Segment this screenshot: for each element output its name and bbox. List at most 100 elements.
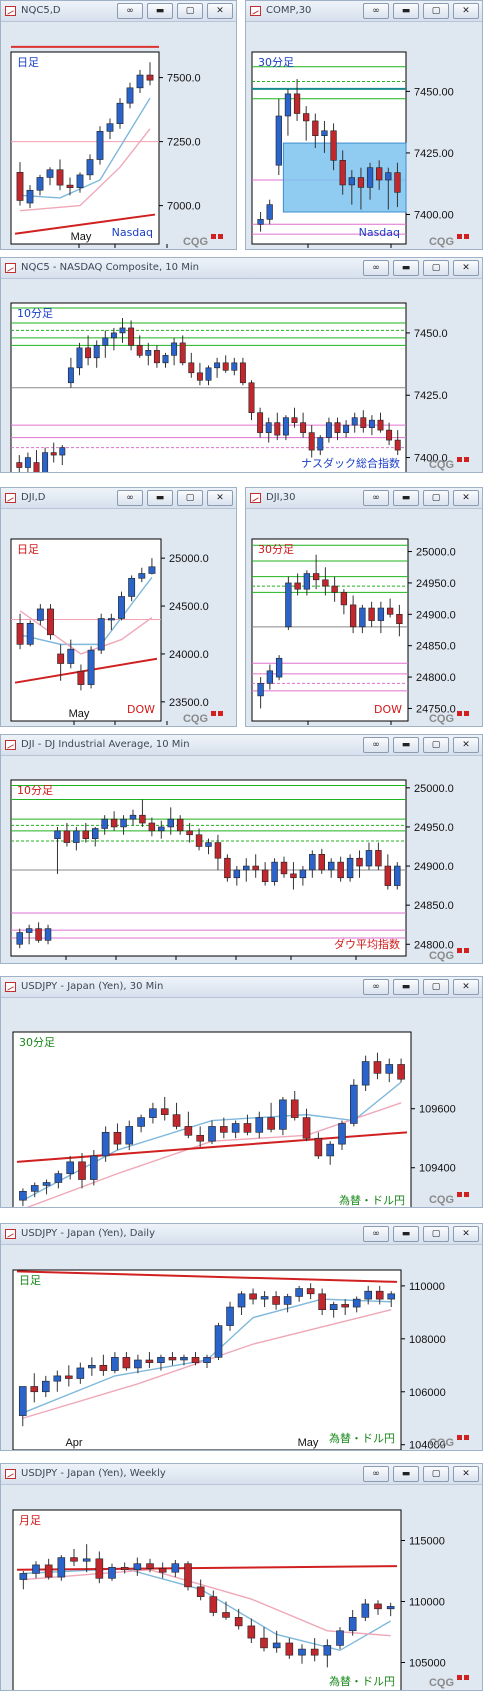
close-button[interactable]: ✕ (207, 490, 233, 506)
chart-window-nq10[interactable]: NQC5 - NASDAQ Composite, 10 Min ∞ ▬ ▢ ✕ 7450.… (0, 257, 483, 473)
link-button[interactable]: ∞ (363, 979, 389, 995)
maximize-button[interactable]: ▢ (423, 260, 449, 276)
y-tick-label: 24850.0 (414, 900, 454, 912)
title-bar[interactable]: DJI - DJ Industrial Average, 10 Min ∞ ▬ ▢ ✕ (1, 735, 482, 756)
y-tick-label: 24800.0 (414, 939, 454, 951)
link-button[interactable]: ∞ (363, 3, 389, 19)
link-icon: ∞ (372, 262, 380, 273)
title-bar[interactable]: USDJPY - Japan (Yen), 30 Min ∞ ▬ ▢ ✕ (1, 977, 482, 998)
candle (349, 604, 357, 628)
candle (284, 93, 292, 117)
chart-window-usdd[interactable]: USDJPY - Japan (Yen), Daily ∞ ▬ ▢ ✕ 110000 108… (0, 1223, 483, 1451)
close-button[interactable]: ✕ (453, 260, 479, 276)
candle (293, 93, 301, 114)
close-icon: ✕ (216, 5, 224, 16)
candle (231, 362, 238, 371)
title-bar[interactable]: NQC5 - NASDAQ Composite, 10 Min ∞ ▬ ▢ ✕ (1, 258, 482, 279)
close-button[interactable]: ✕ (453, 490, 479, 506)
link-button[interactable]: ∞ (363, 737, 389, 753)
candle (107, 618, 115, 621)
candle (136, 345, 143, 356)
y-tick-label: 24900.0 (414, 861, 454, 873)
title-bar[interactable]: DJI,30 ∞ ▬ ▢ ✕ (246, 488, 482, 509)
candle (385, 172, 392, 181)
candle (66, 184, 74, 188)
trend-line (14, 657, 158, 684)
candle (24, 457, 31, 468)
chart-window-usd30[interactable]: USDJPY - Japan (Yen), 30 Min ∞ ▬ ▢ ✕ 109600 10… (0, 976, 483, 1208)
candle (214, 362, 221, 369)
plot-area[interactable] (10, 538, 162, 722)
close-button[interactable]: ✕ (453, 979, 479, 995)
candle (76, 1367, 85, 1379)
instrument-name: 為替・ドル円 (329, 1431, 395, 1445)
maximize-button[interactable]: ▢ (177, 3, 203, 19)
close-button[interactable]: ✕ (207, 3, 233, 19)
plot-area[interactable] (251, 538, 409, 722)
candle (312, 120, 319, 136)
close-button[interactable]: ✕ (453, 737, 479, 753)
minimize-button[interactable]: ▬ (393, 1226, 419, 1242)
close-button[interactable]: ✕ (453, 1466, 479, 1482)
minimize-button[interactable]: ▬ (147, 490, 173, 506)
candle (134, 1359, 142, 1369)
candle (208, 1126, 216, 1142)
candle (162, 355, 169, 364)
candle (266, 670, 274, 684)
x-tick-label: 14-22:30 (44, 962, 87, 964)
candle (257, 219, 264, 225)
link-button[interactable]: ∞ (363, 260, 389, 276)
minimize-button[interactable]: ▬ (393, 3, 419, 19)
close-button[interactable]: ✕ (453, 1226, 479, 1242)
title-bar[interactable]: USDJPY - Japan (Yen), Daily ∞ ▬ ▢ ✕ (1, 1224, 482, 1245)
chart-window-comp[interactable]: COMP,30∞▬▢✕7450.007425.007400.0014-22:30… (245, 0, 483, 250)
chart-window-nq_d[interactable]: NQC5,D∞▬▢✕7500.07250.07000.0010714May日足N… (0, 0, 237, 250)
candle (102, 337, 109, 346)
candle (322, 579, 329, 587)
maximize-button[interactable]: ▢ (423, 490, 449, 506)
maximize-button[interactable]: ▢ (423, 3, 449, 19)
candle (361, 1603, 370, 1618)
candle (171, 1563, 180, 1573)
maximize-button[interactable]: ▢ (423, 737, 449, 753)
y-tick-label: 106000 (409, 1387, 446, 1399)
y-tick-label: 110000 (409, 1281, 445, 1293)
chart-window-dji30[interactable]: DJI,30 ∞ ▬ ▢ ✕ 25000.0 24950.0 24900.0 24850.0 24… (245, 487, 483, 727)
minimize-button[interactable]: ▬ (393, 737, 419, 753)
link-button[interactable]: ∞ (117, 3, 143, 19)
title-bar[interactable]: COMP,30 ∞ ▬ ▢ ✕ (246, 1, 482, 22)
maximize-button[interactable]: ▢ (177, 490, 203, 506)
plot-area[interactable] (12, 1509, 402, 1691)
link-button[interactable]: ∞ (363, 1466, 389, 1482)
link-button[interactable]: ∞ (363, 490, 389, 506)
plot-area[interactable] (10, 779, 407, 957)
moving-average-line (22, 1298, 392, 1414)
minimize-button[interactable]: ▬ (393, 1466, 419, 1482)
candle (171, 342, 178, 356)
minimize-button[interactable]: ▬ (393, 260, 419, 276)
title-bar[interactable]: DJI,D ∞ ▬ ▢ ✕ (1, 488, 236, 509)
close-button[interactable]: ✕ (453, 3, 479, 19)
candle (184, 1563, 192, 1588)
candle (120, 1567, 129, 1571)
candle (129, 814, 137, 820)
link-button[interactable]: ∞ (363, 1226, 389, 1242)
title-bar[interactable]: NQC5,D ∞ ▬ ▢ ✕ (1, 1, 236, 22)
candle (255, 1117, 264, 1133)
candle (25, 928, 33, 933)
candle (108, 1567, 116, 1579)
maximize-button[interactable]: ▢ (423, 979, 449, 995)
minimize-button[interactable]: ▬ (393, 490, 419, 506)
minimize-button[interactable]: ▬ (147, 3, 173, 19)
chart-window-dji_d[interactable]: DJI,D∞▬▢✕25000.024500.024000.023500.0010… (0, 487, 237, 727)
minimize-button[interactable]: ▬ (393, 979, 419, 995)
link-button[interactable]: ∞ (117, 490, 143, 506)
maximize-icon: ▢ (431, 981, 441, 992)
chart-window-usdw[interactable]: USDJPY - Japan (Yen), Weekly ∞ ▬ ▢ ✕ 115000 11… (0, 1463, 483, 1691)
chart-window-icon (250, 6, 261, 16)
title-bar[interactable]: USDJPY - Japan (Yen), Weekly ∞ ▬ ▢ ✕ (1, 1464, 482, 1485)
maximize-button[interactable]: ▢ (423, 1466, 449, 1482)
trend-line (16, 1270, 398, 1283)
chart-window-dji10[interactable]: DJI - DJ Industrial Average, 10 Min ∞ ▬ ▢ ✕ 2… (0, 734, 483, 964)
maximize-button[interactable]: ▢ (423, 1226, 449, 1242)
